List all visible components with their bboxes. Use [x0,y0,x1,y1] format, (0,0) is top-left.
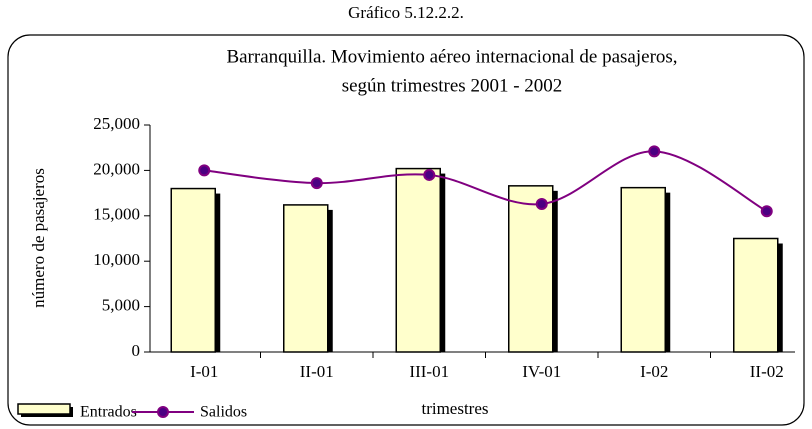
y-tick-label: 0 [132,341,141,360]
y-tick-label: 15,000 [93,205,140,224]
y-tick-label: 5,000 [102,296,140,315]
chart-subtitle: según trimestres 2001 - 2002 [342,75,563,96]
line-marker [310,177,323,190]
line-marker [198,164,211,177]
legend-label: Entrados [80,404,137,421]
caption: Gráfico 5.12.2.2. [348,3,464,22]
line [204,150,768,213]
x-tick-label: IV-01 [522,362,561,381]
bar [170,187,216,353]
bar [508,185,554,353]
legend-swatch [17,403,71,415]
legend-marker [157,406,169,418]
y-tick-label: 20,000 [93,159,140,178]
bar [733,237,779,353]
line-marker [648,145,661,158]
line-marker [423,168,436,181]
y-axis-label: número de pasajeros [29,168,48,308]
bar [283,204,329,353]
y-tick-label: 10,000 [93,250,140,269]
x-tick-label: II-02 [750,362,784,381]
x-tick-label: I-02 [640,362,668,381]
line-marker [760,205,773,218]
line-marker [535,197,548,210]
x-tick-label: I-01 [190,362,218,381]
chart-title: Barranquilla. Movimiento aéreo internaci… [226,46,677,67]
x-tick-label: II-01 [300,362,334,381]
x-tick-label: III-01 [409,362,449,381]
x-axis-label: trimestres [421,399,488,418]
y-tick-label: 25,000 [93,114,140,133]
bar [395,167,441,353]
legend-label: Salidos [200,404,247,421]
bar [620,186,666,353]
